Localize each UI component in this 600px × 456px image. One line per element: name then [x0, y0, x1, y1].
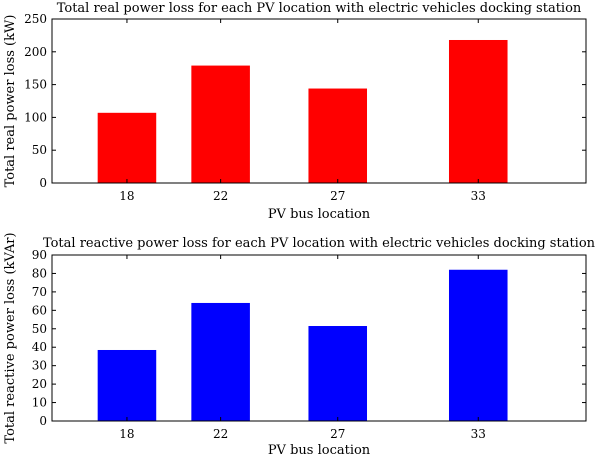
bar-22: [191, 302, 250, 421]
y-tick-label: 150: [24, 78, 47, 92]
x-tick-label: 22: [213, 427, 228, 441]
x-tick-label: 22: [213, 189, 228, 203]
x-tick-label: 27: [330, 189, 345, 203]
y-tick-label: 200: [24, 45, 47, 59]
ticks-group: 18 22 27 33 0 50 100 150 200 250: [24, 12, 586, 203]
y-tick-label: 50: [32, 143, 47, 157]
y-tick-label: 10: [32, 396, 47, 410]
y-tick-label: 30: [32, 359, 47, 373]
x-tick-label: 18: [119, 427, 134, 441]
plot-frame: [51, 254, 587, 422]
bar-22: [191, 65, 250, 183]
bar-18: [97, 349, 157, 421]
y-tick-label: 50: [32, 322, 47, 336]
bar-33: [448, 269, 508, 421]
bar-33: [448, 39, 508, 183]
bars-group: [97, 39, 508, 183]
bar-27: [308, 326, 368, 421]
x-tick-label: 18: [119, 189, 134, 203]
plot-frame: [51, 18, 587, 184]
y-tick-label: 100: [24, 110, 47, 124]
bars-group: [97, 269, 508, 421]
x-tick-label: 33: [471, 189, 486, 203]
chart-title: Total real power loss for each PV locati…: [57, 1, 582, 16]
x-tick-label: 27: [330, 427, 345, 441]
y-axis-label: Total real power loss (kW): [3, 15, 18, 188]
y-tick-label: 70: [32, 285, 47, 299]
y-tick-label: 90: [32, 248, 47, 262]
x-axis-label: PV bus location: [268, 443, 371, 456]
ticks-group: 18 22 27 33 0 10 20 30 40 50 60 70 80 90: [32, 248, 586, 441]
real-power-loss-chart: Total real power loss for each PV locati…: [3, 1, 587, 222]
reactive-power-loss-chart: Total reactive power loss for each PV lo…: [3, 232, 596, 456]
bar-27: [308, 88, 368, 183]
y-tick-label: 20: [32, 377, 47, 391]
y-tick-label: 60: [32, 303, 47, 317]
y-tick-label: 80: [32, 266, 47, 280]
y-tick-label: 40: [32, 340, 47, 354]
y-axis-label: Total reactive power loss (kVAr): [3, 232, 18, 443]
x-axis-label: PV bus location: [268, 207, 371, 222]
y-tick-label: 250: [24, 12, 47, 26]
bar-18: [97, 112, 157, 183]
x-tick-label: 33: [471, 427, 486, 441]
y-tick-label: 0: [39, 176, 47, 190]
chart-title: Total reactive power loss for each PV lo…: [43, 236, 596, 251]
y-tick-label: 0: [39, 414, 47, 428]
